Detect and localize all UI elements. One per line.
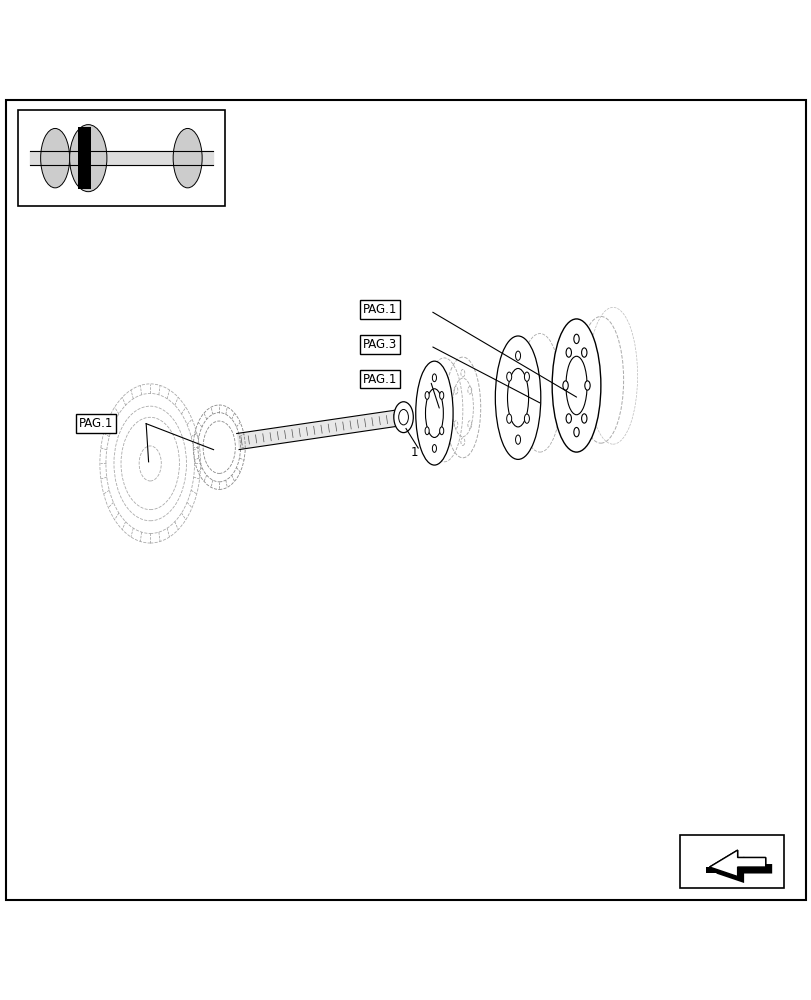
Text: PAG.1: PAG.1 [79, 417, 113, 430]
Polygon shape [237, 410, 398, 450]
Bar [706, 867, 770, 873]
Ellipse shape [581, 414, 586, 423]
Ellipse shape [431, 374, 436, 382]
Text: PAG.1: PAG.1 [363, 303, 397, 316]
Ellipse shape [565, 414, 571, 423]
Ellipse shape [565, 348, 571, 357]
Ellipse shape [507, 368, 528, 427]
Ellipse shape [439, 392, 443, 399]
Ellipse shape [515, 351, 520, 360]
Ellipse shape [581, 348, 586, 357]
Ellipse shape [425, 427, 429, 435]
Ellipse shape [506, 414, 511, 423]
Ellipse shape [506, 372, 511, 381]
Bar [18, 110, 225, 206]
Ellipse shape [439, 427, 443, 435]
Bar [680, 835, 783, 888]
Polygon shape [715, 857, 771, 883]
Ellipse shape [425, 392, 429, 399]
Ellipse shape [584, 381, 590, 390]
Ellipse shape [551, 319, 600, 452]
Ellipse shape [515, 435, 520, 444]
Ellipse shape [393, 402, 413, 433]
Ellipse shape [562, 381, 568, 390]
Bar [78, 127, 91, 189]
Ellipse shape [524, 414, 529, 423]
Ellipse shape [425, 389, 443, 437]
Ellipse shape [565, 356, 586, 415]
Ellipse shape [41, 128, 70, 188]
Ellipse shape [398, 409, 408, 425]
Ellipse shape [495, 336, 540, 459]
Ellipse shape [415, 361, 453, 465]
Polygon shape [709, 850, 765, 877]
Ellipse shape [173, 128, 202, 188]
Text: PAG.3: PAG.3 [363, 338, 397, 351]
Polygon shape [709, 850, 765, 877]
Ellipse shape [524, 372, 529, 381]
Ellipse shape [573, 427, 578, 437]
Text: PAG.1: PAG.1 [363, 373, 397, 386]
Ellipse shape [573, 334, 578, 344]
Ellipse shape [431, 445, 436, 452]
Ellipse shape [70, 125, 107, 192]
Text: 1: 1 [410, 446, 418, 459]
